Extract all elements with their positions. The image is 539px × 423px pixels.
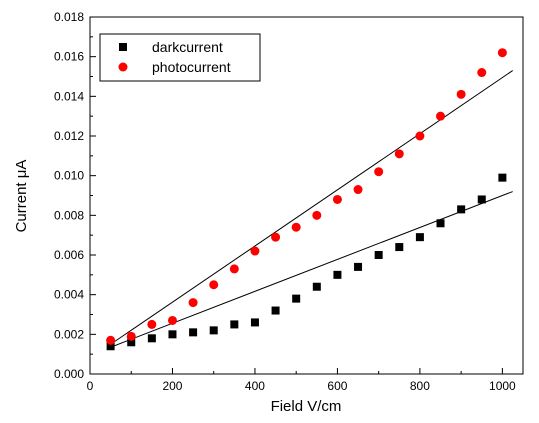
point-photocurrent (291, 222, 301, 232)
fit-lines (110, 70, 513, 348)
point-darkcurrent (209, 326, 218, 335)
y-tick-label: 0.008 (54, 208, 84, 222)
x-tick-label: 200 (162, 379, 182, 393)
point-darkcurrent (395, 243, 404, 252)
point-photocurrent (209, 280, 219, 290)
point-darkcurrent (250, 318, 259, 327)
point-darkcurrent (147, 334, 156, 343)
point-darkcurrent (271, 306, 280, 315)
legend-label-photocurrent: photocurrent (152, 59, 231, 75)
point-photocurrent (271, 232, 281, 242)
point-photocurrent (126, 331, 136, 341)
x-tick-label: 0 (87, 379, 94, 393)
point-photocurrent (477, 68, 487, 78)
point-photocurrent (167, 315, 177, 325)
x-tick-label: 400 (245, 379, 265, 393)
point-photocurrent (312, 210, 322, 220)
point-photocurrent (456, 89, 466, 99)
legend-box (99, 33, 261, 82)
y-axis-title: Current μA (13, 160, 30, 233)
x-tick-label: 800 (410, 379, 430, 393)
x-tick-label: 600 (327, 379, 347, 393)
y-tick-label: 0.010 (54, 169, 84, 183)
point-darkcurrent (292, 294, 301, 303)
point-darkcurrent (477, 195, 486, 204)
y-tick-label: 0.012 (54, 129, 84, 143)
y-tick-label: 0.006 (54, 248, 84, 262)
point-photocurrent (106, 335, 116, 345)
y-tick-label: 0.002 (54, 327, 84, 341)
point-darkcurrent (168, 330, 177, 339)
point-photocurrent (188, 298, 198, 308)
point-photocurrent (497, 48, 507, 58)
y-tick-label: 0.016 (54, 50, 84, 64)
point-photocurrent (250, 246, 260, 256)
legend-marker-darkcurrent (119, 43, 127, 51)
point-photocurrent (436, 111, 446, 121)
point-darkcurrent (436, 219, 445, 228)
point-photocurrent (415, 131, 425, 141)
point-darkcurrent (457, 205, 466, 214)
point-darkcurrent (230, 320, 239, 329)
fit-line-photocurrent (110, 70, 513, 345)
point-darkcurrent (374, 251, 383, 259)
point-photocurrent (353, 185, 363, 195)
legend-marker-photocurrent (118, 62, 128, 72)
x-axis-title: Field V/cm (271, 398, 342, 415)
point-darkcurrent (189, 328, 198, 337)
point-darkcurrent (106, 342, 115, 351)
point-darkcurrent (415, 233, 424, 242)
x-tick-label: 1000 (489, 379, 516, 393)
point-darkcurrent (333, 270, 342, 279)
point-photocurrent (229, 264, 239, 274)
y-tick-label: 0.000 (54, 367, 84, 381)
point-photocurrent (332, 194, 342, 204)
y-tick-label: 0.014 (54, 89, 84, 103)
point-darkcurrent (498, 173, 507, 182)
data-markers (106, 48, 507, 351)
legend: darkcurrent photocurrent (99, 33, 261, 82)
fit-line-darkcurrent (110, 191, 513, 348)
x-axis: 0 200 400 600 800 1000 (87, 368, 516, 393)
point-darkcurrent (312, 282, 321, 291)
point-photocurrent (374, 167, 384, 177)
legend-label-darkcurrent: darkcurrent (152, 39, 223, 55)
point-photocurrent (394, 149, 404, 159)
y-tick-label: 0.018 (54, 10, 84, 24)
point-darkcurrent (127, 338, 136, 347)
y-tick-label: 0.004 (54, 288, 84, 302)
point-darkcurrent (354, 262, 363, 271)
point-photocurrent (147, 319, 157, 329)
y-axis: 0.000 0.002 0.004 0.006 0.008 0.010 0.012 0.014… (54, 10, 96, 381)
